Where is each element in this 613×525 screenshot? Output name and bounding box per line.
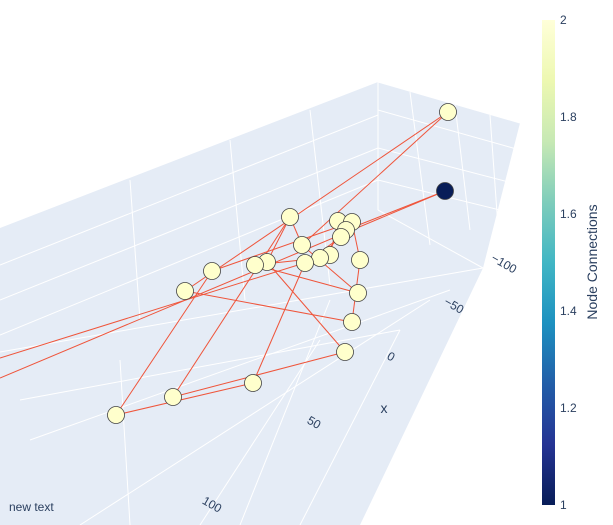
node-marker[interactable] <box>296 254 314 272</box>
colorbar: 1 1.2 1.4 1.6 1.8 2 Node Connections <box>542 13 600 512</box>
edge-line <box>0 190 446 379</box>
colorbar-tick-label: 1.4 <box>560 304 577 318</box>
floor-pane <box>0 268 483 525</box>
node-marker[interactable] <box>244 374 262 392</box>
edge-line <box>266 261 346 353</box>
grid-line <box>29 289 451 441</box>
colorbar-tick-label: 2 <box>560 13 567 27</box>
grid-line <box>79 299 431 525</box>
grid-line <box>129 179 141 321</box>
edge-line <box>211 221 353 272</box>
grid-line <box>119 359 131 525</box>
grid-line <box>239 299 331 525</box>
edge-line <box>115 270 213 416</box>
node-marker[interactable] <box>349 284 367 302</box>
grid-line <box>0 114 379 266</box>
node-marker[interactable] <box>107 406 125 424</box>
colorbar-ticks: 1 1.2 1.4 1.6 1.8 2 <box>560 13 577 512</box>
node-marker[interactable] <box>164 388 182 406</box>
node-marker[interactable] <box>343 313 361 331</box>
grid-line <box>454 104 471 231</box>
grid-line <box>409 91 431 246</box>
edge-line <box>301 244 359 294</box>
edge-line <box>115 382 254 416</box>
node-marker[interactable] <box>281 208 299 226</box>
node-marker[interactable] <box>203 262 221 280</box>
colorbar-tick-label: 1.6 <box>560 207 577 221</box>
colorbar-tick-label: 1 <box>560 498 567 512</box>
edge-line <box>254 264 359 294</box>
edge-line <box>301 111 449 246</box>
grid-line <box>299 329 401 525</box>
node-marker[interactable] <box>332 228 350 246</box>
grid-line <box>377 109 521 151</box>
edge-line <box>184 290 353 323</box>
annotation-new-text: new text <box>9 500 54 514</box>
edge-line <box>172 351 346 398</box>
back-wall-pane <box>0 82 520 352</box>
colorbar-title: Node Connections <box>584 204 600 319</box>
grid-line <box>377 81 521 124</box>
grid-line <box>0 179 379 336</box>
edge-line <box>252 262 306 384</box>
grid-lines <box>0 81 521 525</box>
grid-line <box>199 339 321 525</box>
node-marker[interactable] <box>311 249 329 267</box>
node-marker[interactable] <box>439 103 457 121</box>
node-marker[interactable] <box>336 343 354 361</box>
node-marker[interactable] <box>176 282 194 300</box>
colorbar-tick-label: 1.2 <box>560 401 577 415</box>
colorbar-gradient <box>542 20 555 505</box>
node-marker[interactable] <box>246 256 264 274</box>
edge-line <box>184 111 449 292</box>
node-marker[interactable] <box>293 236 311 254</box>
x-axis-title: x <box>381 400 388 416</box>
nodes[interactable] <box>107 103 457 424</box>
grid-line <box>0 267 484 353</box>
node-marker[interactable] <box>351 251 369 269</box>
grid-line <box>489 114 501 256</box>
grid-line <box>229 139 246 301</box>
node-marker[interactable] <box>436 182 454 200</box>
grid-line <box>0 147 379 301</box>
edge-line <box>172 216 291 398</box>
edge-line <box>0 254 331 359</box>
colorbar-tick-label: 1.8 <box>560 110 577 124</box>
x-axis-tick-label: 50 <box>305 413 324 432</box>
x-axis-tick-label: −100 <box>489 251 520 277</box>
grid-line <box>377 209 484 269</box>
edges <box>0 111 449 416</box>
